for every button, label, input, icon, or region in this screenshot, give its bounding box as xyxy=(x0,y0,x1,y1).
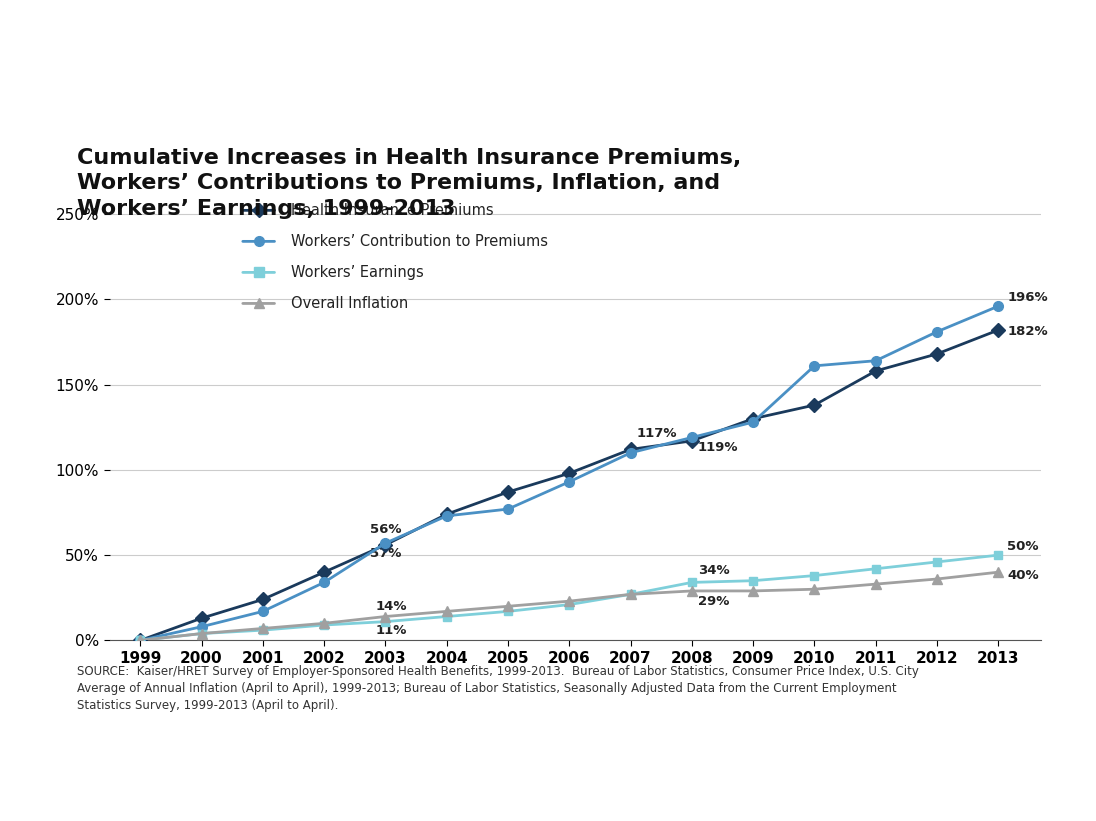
Text: THE HENRY J.: THE HENRY J. xyxy=(972,727,1023,736)
Text: FOUNDATION: FOUNDATION xyxy=(964,787,1030,796)
Text: FAMILY: FAMILY xyxy=(962,763,1032,781)
Text: 29%: 29% xyxy=(698,594,729,608)
Text: 56%: 56% xyxy=(369,523,401,536)
Text: 50%: 50% xyxy=(1007,540,1039,553)
Text: Overall Inflation: Overall Inflation xyxy=(292,296,409,311)
Text: 117%: 117% xyxy=(637,428,677,441)
Text: 40%: 40% xyxy=(1007,569,1039,582)
Text: 196%: 196% xyxy=(1007,291,1048,304)
Text: 34%: 34% xyxy=(698,564,730,577)
Text: 14%: 14% xyxy=(376,599,408,612)
Text: Workers’ Contribution to Premiums: Workers’ Contribution to Premiums xyxy=(292,234,548,249)
Text: 11%: 11% xyxy=(376,624,408,636)
Text: KAISER: KAISER xyxy=(961,743,1034,761)
Text: Health Insurance Premiums: Health Insurance Premiums xyxy=(292,203,494,218)
Text: Workers’ Earnings: Workers’ Earnings xyxy=(292,265,424,280)
Text: 119%: 119% xyxy=(698,441,739,454)
Text: Cumulative Increases in Health Insurance Premiums,
Workers’ Contributions to Pre: Cumulative Increases in Health Insurance… xyxy=(77,148,741,219)
Text: SOURCE:  Kaiser/HRET Survey of Employer-Sponsored Health Benefits, 1999-2013.  B: SOURCE: Kaiser/HRET Survey of Employer-S… xyxy=(77,665,918,712)
Text: 182%: 182% xyxy=(1007,325,1048,338)
Text: 57%: 57% xyxy=(369,547,401,560)
